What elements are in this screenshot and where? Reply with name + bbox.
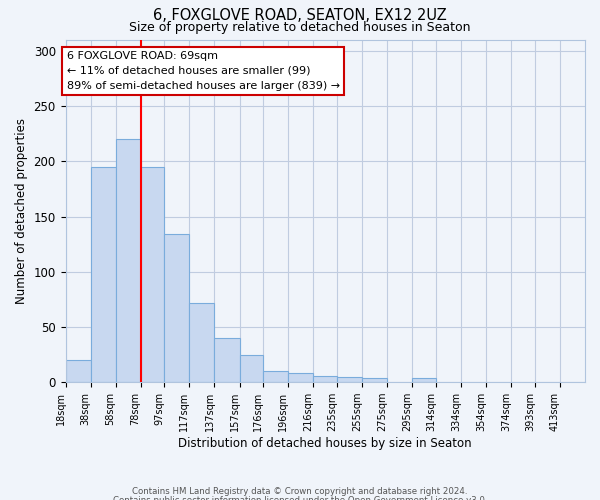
Bar: [412, 378, 436, 382]
Bar: [239, 354, 263, 382]
Bar: [337, 376, 362, 382]
Bar: [190, 302, 214, 382]
Text: 6, FOXGLOVE ROAD, SEATON, EX12 2UZ: 6, FOXGLOVE ROAD, SEATON, EX12 2UZ: [153, 8, 447, 22]
X-axis label: Distribution of detached houses by size in Seaton: Distribution of detached houses by size …: [178, 437, 472, 450]
Text: Size of property relative to detached houses in Seaton: Size of property relative to detached ho…: [129, 21, 471, 34]
Bar: [289, 374, 313, 382]
Bar: [214, 338, 239, 382]
Text: 6 FOXGLOVE ROAD: 69sqm
← 11% of detached houses are smaller (99)
89% of semi-det: 6 FOXGLOVE ROAD: 69sqm ← 11% of detached…: [67, 51, 340, 90]
Bar: [91, 167, 116, 382]
Bar: [362, 378, 387, 382]
Bar: [140, 167, 164, 382]
Text: Contains public sector information licensed under the Open Government Licence v3: Contains public sector information licen…: [113, 496, 487, 500]
Bar: [116, 140, 140, 382]
Bar: [313, 376, 337, 382]
Bar: [65, 360, 91, 382]
Bar: [263, 371, 289, 382]
Y-axis label: Number of detached properties: Number of detached properties: [15, 118, 28, 304]
Bar: [164, 234, 190, 382]
Text: Contains HM Land Registry data © Crown copyright and database right 2024.: Contains HM Land Registry data © Crown c…: [132, 488, 468, 496]
